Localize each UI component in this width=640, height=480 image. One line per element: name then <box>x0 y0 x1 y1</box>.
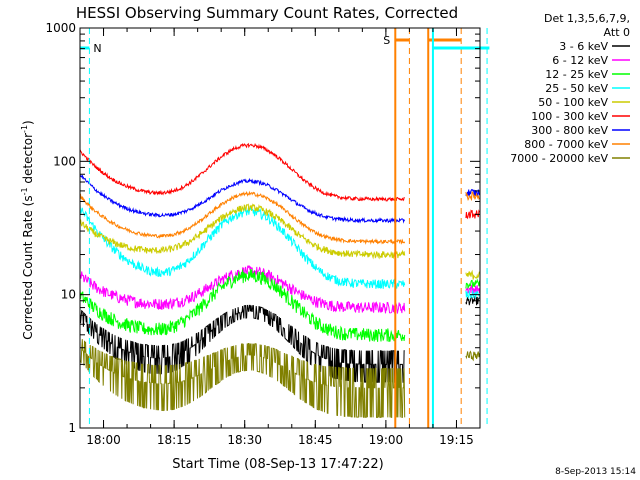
timestamp-label: 8-Sep-2013 15:14 <box>555 467 636 477</box>
series-line-8 <box>79 190 406 245</box>
y-axis-label-end: ) <box>21 120 35 125</box>
series-line-3 <box>79 269 406 342</box>
legend-entry-label: 50 - 100 keV <box>538 96 608 109</box>
legend-entry-label: 6 - 12 keV <box>552 54 608 67</box>
series-line-late-9 <box>465 350 480 362</box>
legend-entry-label: 100 - 300 keV <box>531 110 608 123</box>
y-tick-label: 1 <box>68 421 76 435</box>
saa-label: S <box>383 34 390 47</box>
y-tick-label: 1000 <box>45 21 76 35</box>
legend-entry-label: 12 - 25 keV <box>545 68 608 81</box>
series-line-late-1 <box>465 295 480 306</box>
x-tick-label: 18:15 <box>157 433 192 447</box>
series-line-7 <box>79 173 406 224</box>
y-tick-label: 10 <box>61 288 76 302</box>
x-tick-label: 18:45 <box>298 433 333 447</box>
x-tick-label: 18:30 <box>227 433 262 447</box>
chart-title: HESSI Observing Summary Count Rates, Cor… <box>76 4 458 22</box>
series-line-4 <box>79 204 406 290</box>
y-axis-label-mid: detector <box>21 133 35 188</box>
legend-title-line: Det 1,3,5,6,7,9, <box>544 12 630 25</box>
series-layer <box>79 142 480 418</box>
legend-entry-label: 7000 - 20000 keV <box>510 152 608 165</box>
annotation-layer: NS <box>80 28 490 428</box>
svg-text:Corrected Count Rate (s-1 dete: Corrected Count Rate (s-1 detector-1) <box>20 120 35 339</box>
y-axis-label-sup2: -1 <box>20 125 29 133</box>
y-tick-label: 100 <box>53 154 76 168</box>
series-line-6 <box>79 142 405 202</box>
plot-frame <box>79 27 481 429</box>
series-line-1 <box>79 304 405 383</box>
x-axis-label: Start Time (08-Sep-13 17:47:22) <box>172 457 383 472</box>
legend-entry-label: 3 - 6 keV <box>559 40 608 53</box>
x-tick-label: 18:00 <box>86 433 121 447</box>
x-tick-label: 19:00 <box>369 433 404 447</box>
y-axis-label-sup1: -1 <box>20 187 29 195</box>
series-line-late-4 <box>465 290 480 300</box>
series-line-late-3 <box>465 278 480 289</box>
legend-entry-label: 300 - 800 keV <box>531 124 608 137</box>
axes-layer: 1 10 100 1000 18:00 18:15 18:30 18:45 19:00 19:15 <box>45 21 481 447</box>
series-line-late-5 <box>465 269 480 280</box>
x-tick-label: 19:15 <box>439 433 474 447</box>
series-line-9 <box>79 339 406 418</box>
series-line-5 <box>79 203 406 260</box>
legend-entry-label: 25 - 50 keV <box>545 82 608 95</box>
y-axis-label-main: Corrected Count Rate (s <box>21 195 35 339</box>
legend-title-line: Att 0 <box>604 26 630 39</box>
series-line-late-8 <box>465 191 480 202</box>
legend-entry-label: 800 - 7000 keV <box>524 138 608 151</box>
night-label: N <box>93 42 101 55</box>
y-axis-label: Corrected Count Rate (s-1 detector-1) <box>20 120 35 339</box>
